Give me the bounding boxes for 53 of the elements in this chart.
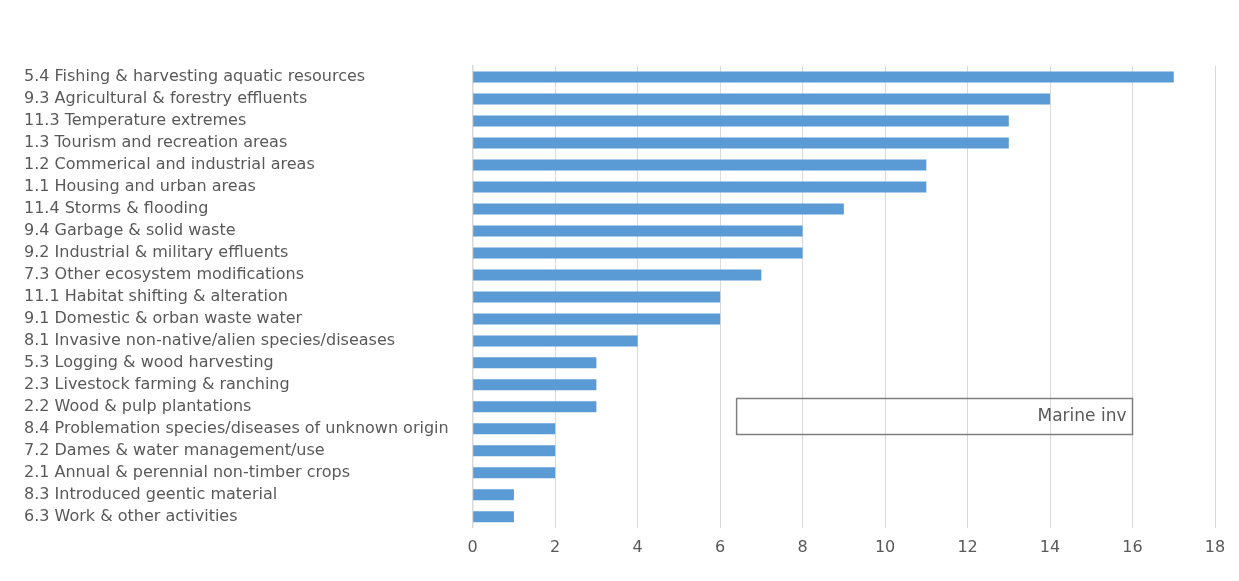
bar xyxy=(473,203,844,215)
bar xyxy=(473,247,803,259)
y-tick-label: 5.3 Logging & wood harvesting xyxy=(24,352,274,372)
bar xyxy=(473,401,597,413)
y-tick-label: 6.3 Work & other activities xyxy=(24,505,238,525)
y-tick-label: 7.2 Dames & water management/use xyxy=(24,439,325,459)
y-tick-label: 8.1 Invasive non-native/alien species/diseases xyxy=(24,330,396,350)
x-tick-label: 18 xyxy=(1204,536,1226,556)
x-tick-label: 4 xyxy=(632,536,643,556)
bar xyxy=(473,379,597,391)
y-tick-label: 1.3 Tourism and recreation areas xyxy=(24,132,288,152)
bar xyxy=(473,467,556,479)
y-tick-label: 9.1 Domestic & orban waste water xyxy=(24,308,303,328)
y-tick-label: 11.4 Storms & flooding xyxy=(24,198,209,218)
y-tick-label: 5.4 Fishing & harvesting aquatic resources xyxy=(24,66,366,86)
x-tick-label: 0 xyxy=(467,536,478,556)
bar xyxy=(473,511,514,523)
bar xyxy=(473,489,514,501)
bar xyxy=(473,181,927,193)
y-tick-label: 9.2 Industrial & military effluents xyxy=(24,242,289,262)
annotation: Marine inv xyxy=(1037,404,1127,425)
x-tick-label: 6 xyxy=(715,536,726,556)
bar xyxy=(473,291,721,303)
y-tick-label: 9.4 Garbage & solid waste xyxy=(24,220,236,240)
bar xyxy=(473,313,721,325)
bar xyxy=(473,335,638,347)
x-tick-label: 8 xyxy=(797,536,808,556)
y-tick-label: 11.1 Habitat shifting & alteration xyxy=(24,286,288,306)
bar xyxy=(473,225,803,237)
y-tick-label: 8.4 Problemation species/diseases of unknown origin xyxy=(24,418,449,437)
y-tick-label: 2.1 Annual & perennial non-timber crops xyxy=(24,461,351,481)
y-tick-label: 9.3 Agricultural & forestry effluents xyxy=(24,88,308,108)
y-tick-label: 2.3 Livestock farming & ranching xyxy=(24,374,290,394)
bar xyxy=(473,71,1174,83)
bar xyxy=(473,423,556,435)
bar xyxy=(473,137,1009,149)
bar xyxy=(473,93,1051,105)
y-tick-label: 11.3 Temperature extremes xyxy=(24,110,247,130)
bar xyxy=(473,269,762,281)
x-tick-label: 16 xyxy=(1122,536,1143,556)
y-tick-label: 7.3 Other ecosystem modifications xyxy=(24,264,305,284)
y-tick-label: 1.1 Housing and urban areas xyxy=(24,176,256,196)
y-tick-label: 2.2 Wood & pulp plantations xyxy=(24,396,252,416)
bar xyxy=(473,357,597,369)
bar xyxy=(473,445,556,457)
x-tick-label: 14 xyxy=(1039,536,1061,556)
bar xyxy=(473,159,927,171)
y-tick-label: 8.3 Introduced geentic material xyxy=(24,483,278,503)
y-tick-label: 1.2 Commerical and industrial areas xyxy=(24,154,315,174)
bar xyxy=(473,115,1009,127)
x-tick-label: 2 xyxy=(550,536,561,556)
x-tick-label: 12 xyxy=(957,536,978,556)
x-tick-label: 10 xyxy=(874,536,896,556)
